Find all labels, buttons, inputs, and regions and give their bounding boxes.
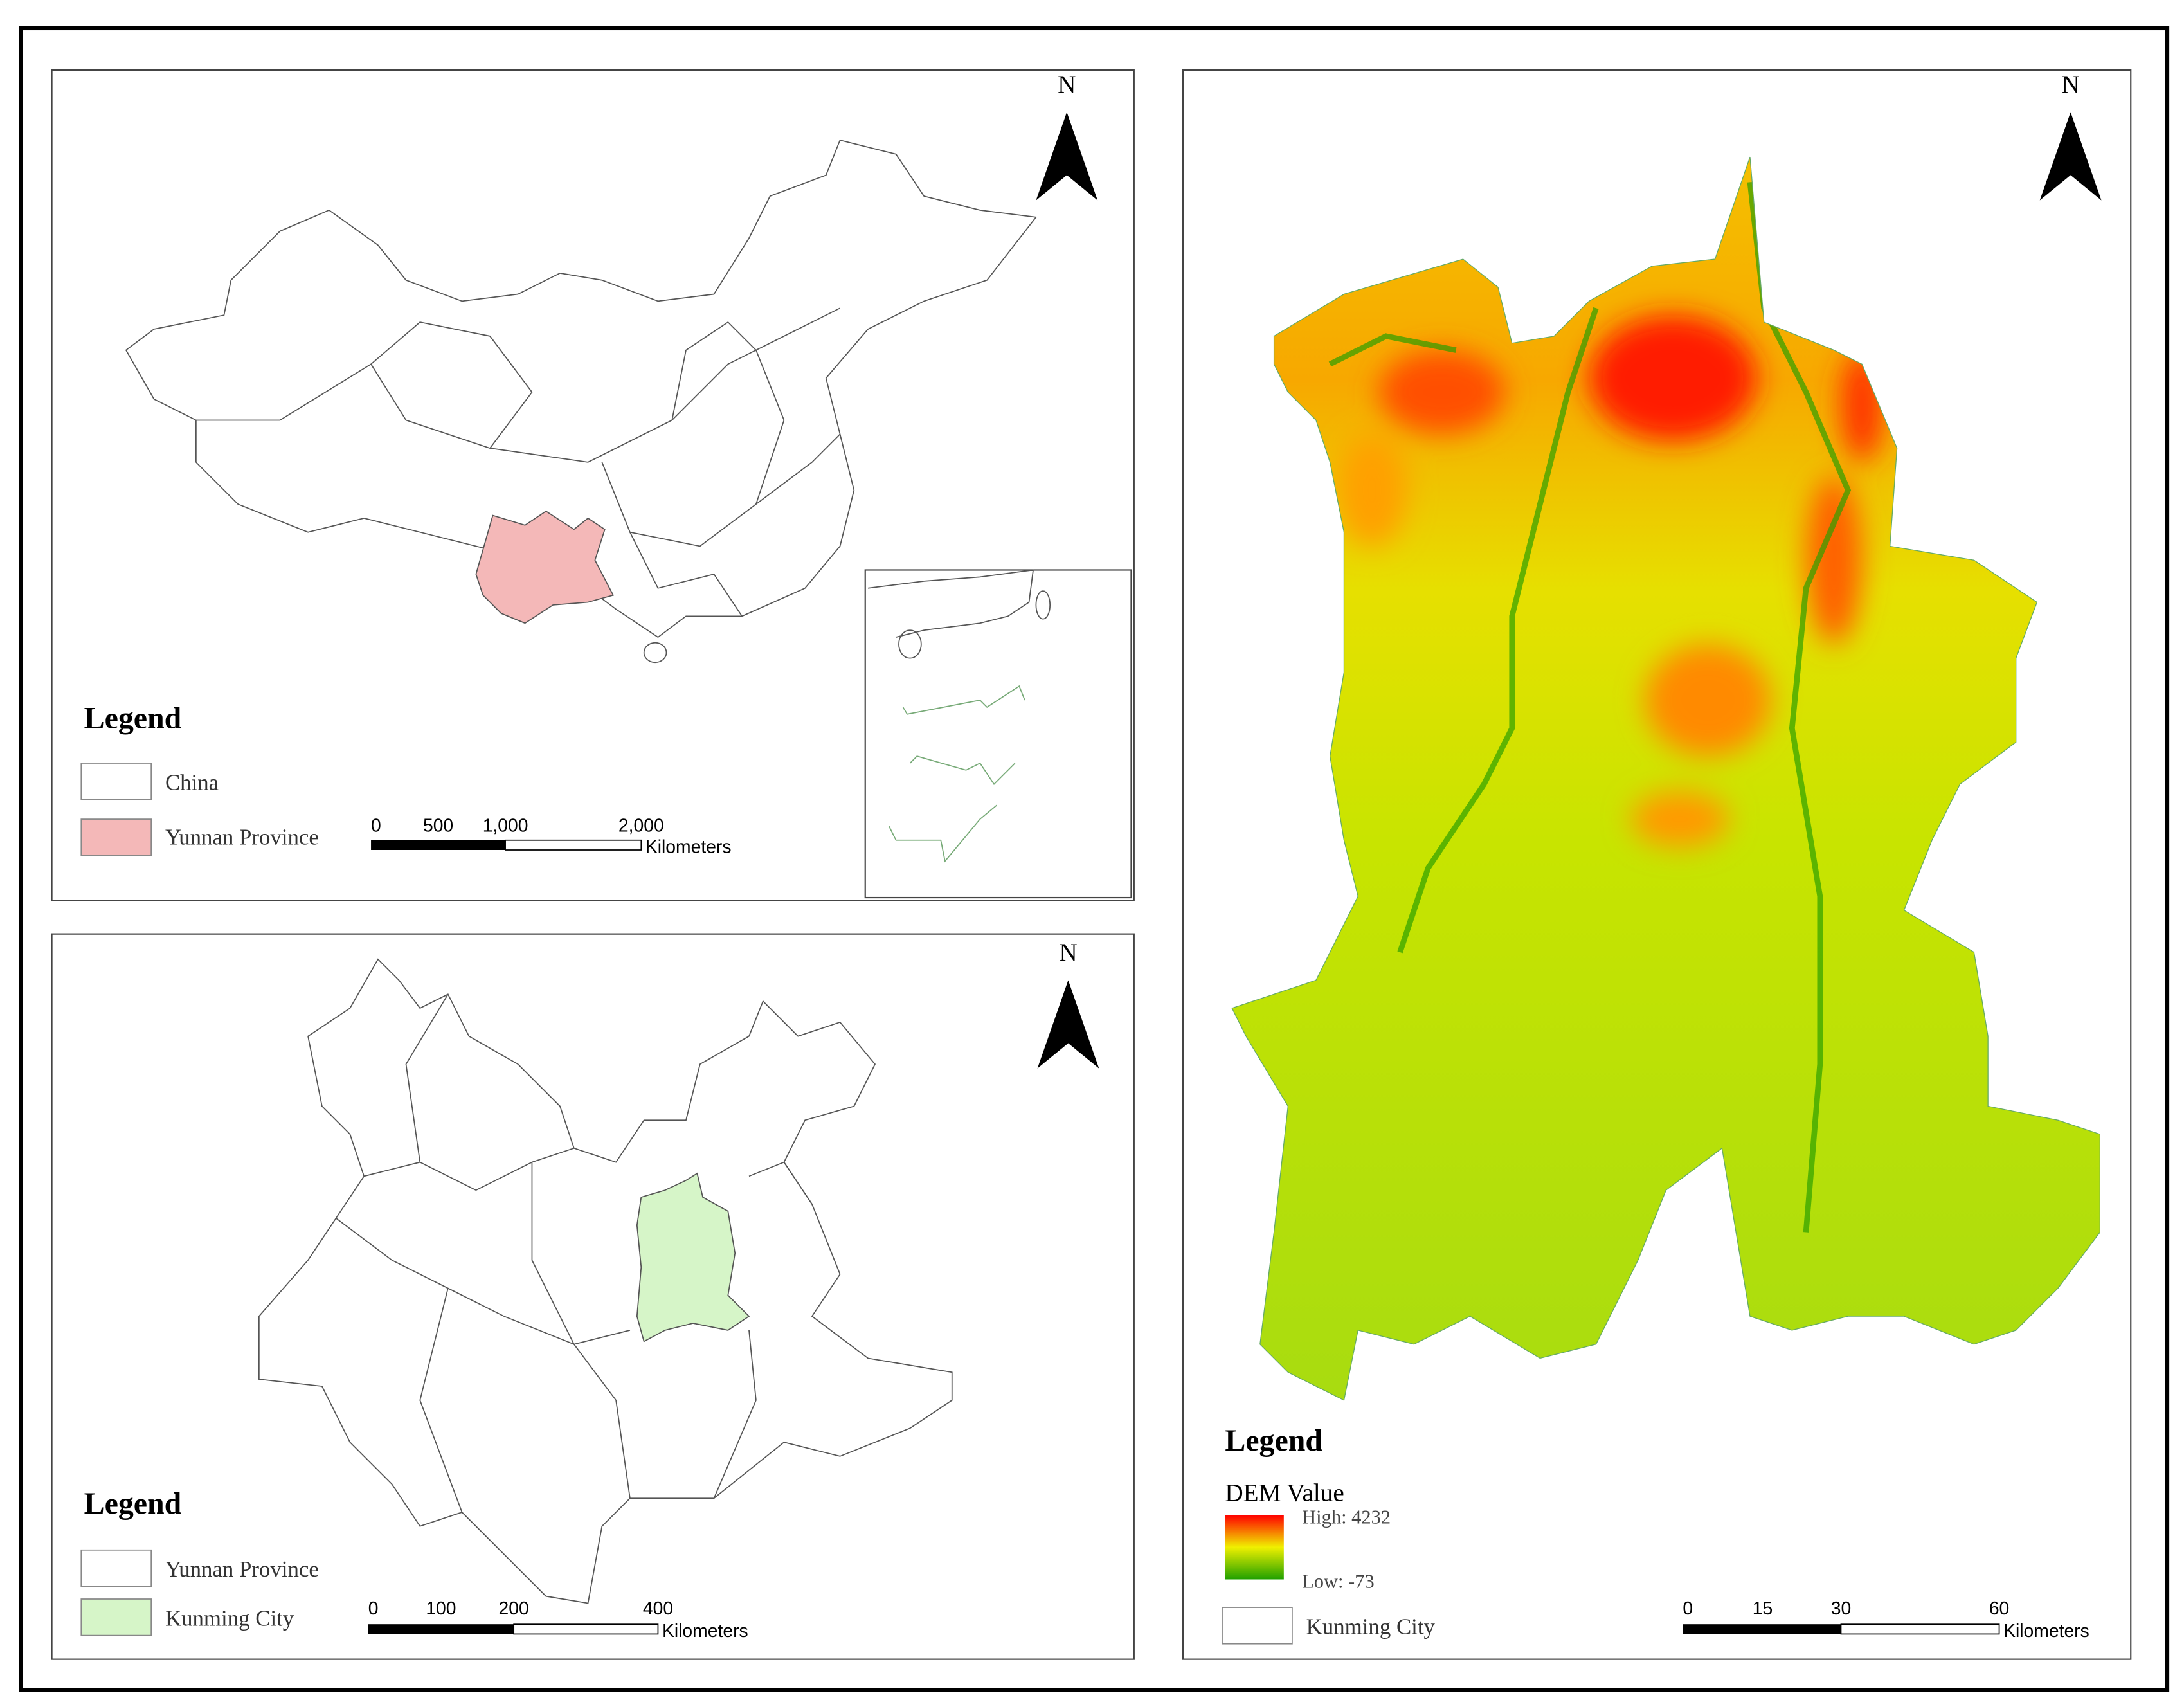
island bbox=[898, 629, 922, 659]
province-border bbox=[490, 307, 840, 463]
dem-map bbox=[1231, 156, 2101, 1401]
island-chain bbox=[909, 755, 1016, 786]
scale-tick-label: 500 bbox=[423, 815, 453, 836]
legend-swatch bbox=[1222, 1607, 1293, 1645]
north-label: N bbox=[2061, 71, 2079, 98]
province-border bbox=[601, 433, 841, 547]
province-border bbox=[671, 321, 785, 505]
legend-label: Yunnan Province bbox=[165, 824, 319, 849]
legend-title: Legend bbox=[84, 1487, 182, 1521]
north-label: N bbox=[1058, 71, 1076, 98]
china-outline bbox=[125, 139, 1038, 638]
yunnan-highlight bbox=[475, 510, 615, 624]
prefecture-border bbox=[531, 1162, 631, 1499]
scale-tick-label: 0 bbox=[1683, 1598, 1693, 1618]
province-border bbox=[195, 363, 372, 421]
north-arrow bbox=[1036, 112, 1098, 201]
prefecture-border bbox=[405, 993, 449, 1162]
legend-subtitle: DEM Value bbox=[1225, 1479, 1344, 1507]
scale-tick-label: 60 bbox=[1989, 1598, 2009, 1618]
scale-tick-label: 400 bbox=[643, 1598, 673, 1618]
island-chain bbox=[888, 804, 997, 863]
hainan bbox=[643, 642, 667, 664]
legend-title: Legend bbox=[1225, 1424, 1322, 1458]
legend-title: Legend bbox=[84, 701, 182, 736]
scale-tick-label: 1,000 bbox=[483, 815, 528, 836]
scale-tick-label: 200 bbox=[499, 1598, 529, 1618]
prefecture-border bbox=[419, 1288, 463, 1513]
scale-bar-white bbox=[513, 1623, 659, 1635]
scale-tick-label: 100 bbox=[426, 1598, 456, 1618]
legend-swatch bbox=[80, 818, 152, 856]
scale-bar-white bbox=[505, 839, 642, 851]
outer-border bbox=[19, 26, 2170, 1692]
province-border bbox=[370, 321, 533, 449]
legend-high: High: 4232 bbox=[1302, 1506, 1391, 1528]
coastline bbox=[867, 569, 1034, 638]
north-arrow bbox=[2039, 112, 2102, 201]
scale-unit: Kilometers bbox=[645, 836, 732, 856]
legend-label: Yunnan Province bbox=[165, 1557, 319, 1582]
scale-tick-label: 0 bbox=[368, 1598, 379, 1618]
legend-swatch bbox=[80, 763, 152, 800]
scale-bar-black bbox=[368, 1624, 514, 1634]
legend-swatch bbox=[80, 1598, 152, 1636]
china-map bbox=[125, 139, 1038, 664]
inset-map bbox=[867, 569, 1051, 863]
scale-tick-label: 30 bbox=[1831, 1598, 1851, 1618]
inset-frame bbox=[864, 569, 1132, 899]
north-arrow bbox=[1037, 980, 1099, 1069]
legend-label: China bbox=[165, 770, 219, 795]
scale-bar-white bbox=[1840, 1623, 2000, 1635]
scale-unit: Kilometers bbox=[662, 1620, 748, 1641]
kunming-highlight bbox=[636, 1172, 750, 1343]
dem-relief bbox=[1328, 181, 1883, 1233]
dem-legend-ramp bbox=[1225, 1515, 1284, 1580]
prefecture-border bbox=[336, 1218, 631, 1345]
panel-frame bbox=[1182, 69, 2132, 1660]
panel-frame bbox=[51, 69, 1135, 901]
legend-low: Low: -73 bbox=[1302, 1571, 1375, 1593]
prefecture-border bbox=[748, 1161, 813, 1205]
scale-bar-black bbox=[371, 840, 506, 850]
island-chain bbox=[902, 685, 1025, 715]
scale-bar-black bbox=[1683, 1624, 1841, 1634]
yunnan-map bbox=[258, 958, 953, 1604]
scale-tick-label: 15 bbox=[1753, 1598, 1773, 1618]
scale-tick-label: 2,000 bbox=[618, 815, 664, 836]
north-label: N bbox=[1059, 939, 1077, 966]
prefecture-border bbox=[713, 1330, 757, 1499]
legend-swatch bbox=[80, 1549, 152, 1587]
prefecture-border bbox=[363, 1147, 575, 1191]
legend-label: Kunming City bbox=[1306, 1614, 1436, 1639]
panel-frame bbox=[51, 933, 1135, 1660]
scale-tick-label: 0 bbox=[371, 815, 381, 836]
province-border bbox=[629, 532, 743, 617]
legend-label: Kunming City bbox=[165, 1605, 294, 1631]
island bbox=[1035, 590, 1051, 620]
scale-unit: Kilometers bbox=[2003, 1620, 2089, 1641]
yunnan-outline bbox=[258, 958, 953, 1604]
